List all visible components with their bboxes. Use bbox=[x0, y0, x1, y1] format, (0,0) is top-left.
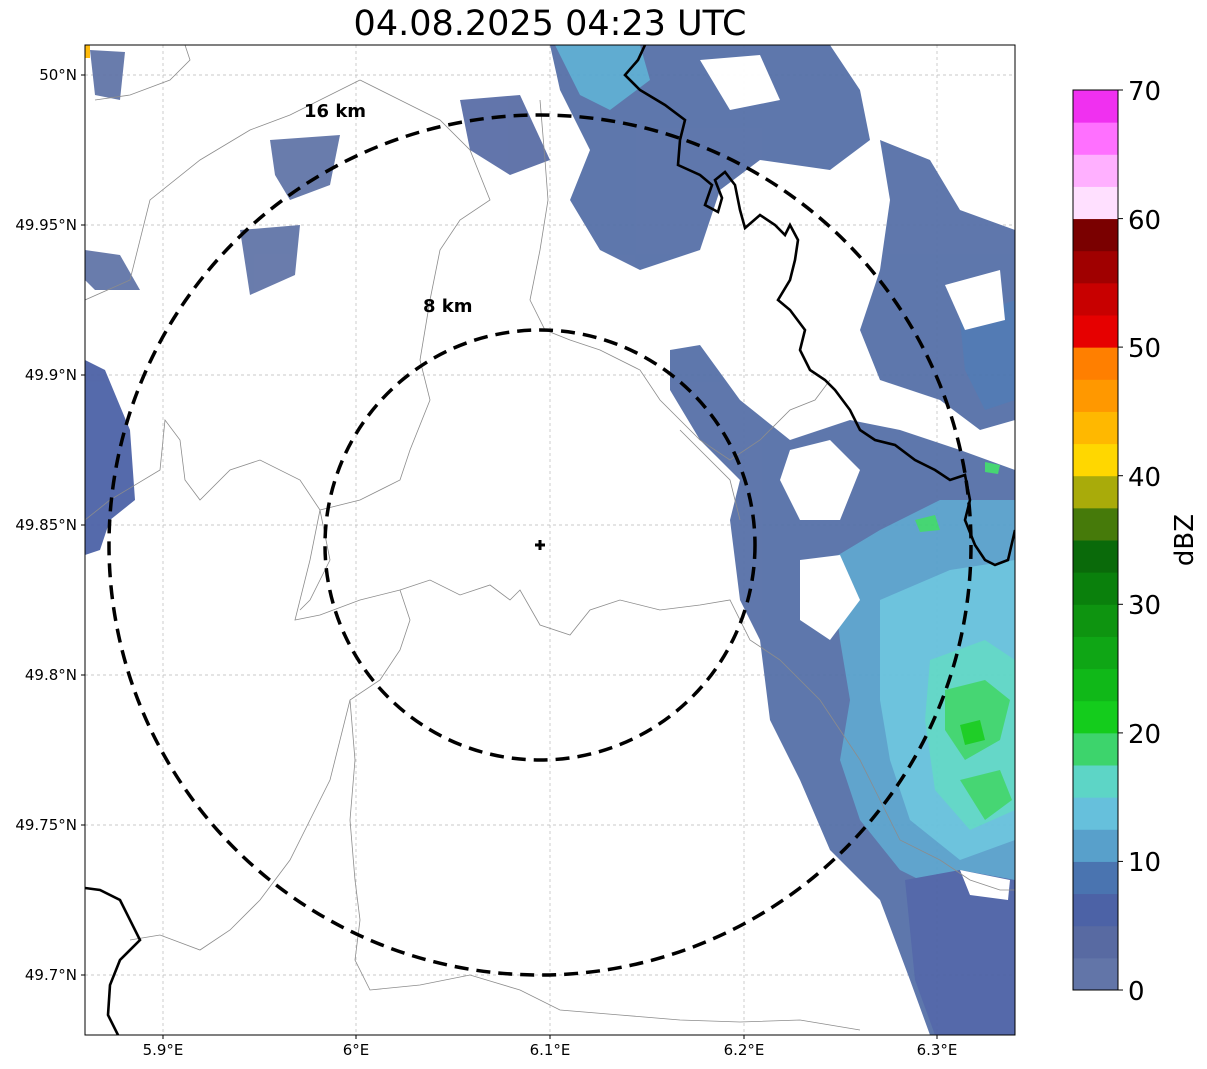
echo-cell-east-peak-1 bbox=[945, 680, 1010, 760]
radar-site-marker bbox=[535, 540, 545, 550]
colorbar-swatch bbox=[1073, 572, 1118, 605]
range-ring-8km bbox=[323, 328, 757, 762]
x-tick-label: 6°E bbox=[343, 1041, 370, 1059]
echo-cell-north-light bbox=[555, 45, 650, 110]
colorbar-swatch bbox=[1073, 700, 1118, 734]
x-tick-label: 6.2°E bbox=[724, 1041, 765, 1059]
reflectivity-echoes bbox=[85, 45, 1015, 1035]
admin-boundaries bbox=[85, 45, 1015, 1031]
echo-gap-1 bbox=[780, 440, 860, 520]
x-tick-label: 6.1°E bbox=[530, 1041, 571, 1059]
colorbar-swatch bbox=[1073, 315, 1118, 348]
colorbar-tick-label: 40 bbox=[1128, 463, 1161, 493]
echo-cell-orange-dot bbox=[85, 45, 90, 58]
colorbar: 0 10 20 30 40 50 60 70 dBZ bbox=[1072, 77, 1200, 1007]
ring-label-8km: 8 km bbox=[423, 296, 473, 317]
colorbar-swatch bbox=[1073, 379, 1118, 412]
colorbar-swatch bbox=[1073, 122, 1118, 155]
national-border bbox=[85, 45, 1015, 1035]
colorbar-tick-label: 70 bbox=[1128, 77, 1161, 107]
colorbar-swatch bbox=[1073, 829, 1118, 862]
colorbar-swatch bbox=[1073, 957, 1118, 991]
ring-label-16km: 16 km bbox=[304, 101, 366, 122]
colorbar-swatch bbox=[1073, 797, 1118, 830]
colorbar-swatch bbox=[1073, 732, 1118, 766]
colorbar-swatch bbox=[1073, 861, 1118, 895]
colorbar-label: dBZ bbox=[1170, 514, 1200, 566]
x-axis: 5.9°E 6°E 6.1°E 6.2°E 6.3°E bbox=[143, 1035, 958, 1059]
echo-cell-northwest-small-2 bbox=[90, 50, 125, 100]
colorbar-swatch bbox=[1073, 507, 1118, 541]
echo-cell-north-main bbox=[550, 45, 870, 270]
echo-cell-northwest bbox=[270, 135, 340, 200]
colorbar-swatch bbox=[1073, 925, 1118, 959]
colorbar-swatch bbox=[1073, 668, 1118, 702]
colorbar-swatch bbox=[1073, 893, 1118, 927]
colorbar-swatch bbox=[1073, 186, 1118, 220]
echo-cell-west-edge-2 bbox=[85, 360, 135, 555]
y-tick-label: 50°N bbox=[39, 66, 77, 84]
x-tick-label: 5.9°E bbox=[143, 1041, 184, 1059]
colorbar-swatch bbox=[1073, 154, 1118, 187]
range-rings bbox=[107, 113, 973, 977]
echo-cell-east-peak-5 bbox=[985, 462, 1000, 474]
colorbar-swatch bbox=[1073, 250, 1118, 284]
y-tick-label: 49.7°N bbox=[25, 966, 77, 984]
colorbar-tick-label: 50 bbox=[1128, 334, 1161, 364]
range-ring-16km bbox=[107, 113, 973, 977]
colorbar-swatch bbox=[1073, 540, 1118, 573]
y-tick-label: 49.95°N bbox=[15, 216, 77, 234]
colorbar-tick-label: 30 bbox=[1128, 591, 1161, 621]
colorbar-swatch bbox=[1073, 604, 1118, 637]
echo-cell-west-edge-1 bbox=[85, 250, 140, 290]
y-tick-label: 49.8°N bbox=[25, 666, 77, 684]
colorbar-swatch bbox=[1073, 90, 1118, 123]
colorbar-tick-label: 0 bbox=[1128, 977, 1145, 1007]
colorbar-swatch bbox=[1073, 411, 1118, 445]
y-tick-label: 49.75°N bbox=[15, 816, 77, 834]
colorbar-frame bbox=[1072, 89, 1119, 991]
y-tick-label: 49.9°N bbox=[25, 366, 77, 384]
colorbar-tick-label: 10 bbox=[1128, 848, 1161, 878]
colorbar-swatch bbox=[1073, 475, 1118, 509]
map-plot-area: 16 km 8 km bbox=[84, 44, 1016, 1036]
y-axis: 50°N 49.95°N 49.9°N 49.85°N 49.8°N 49.75… bbox=[15, 66, 85, 984]
colorbar-tick-label: 20 bbox=[1128, 720, 1161, 750]
echo-gap-4 bbox=[700, 55, 780, 110]
echo-cell-east-peak-3 bbox=[960, 720, 985, 745]
colorbar-swatch bbox=[1073, 443, 1118, 477]
echo-cell-east-peak-2 bbox=[960, 770, 1012, 820]
colorbar-swatch bbox=[1073, 282, 1118, 316]
echo-gap-2 bbox=[800, 555, 860, 640]
colorbar-swatch bbox=[1073, 218, 1118, 252]
colorbar-swatch bbox=[1073, 636, 1118, 670]
x-tick-label: 6.3°E bbox=[917, 1041, 958, 1059]
y-tick-label: 49.85°N bbox=[15, 516, 77, 534]
echo-cell-east-peak-4 bbox=[915, 515, 940, 532]
echo-cell-southeast bbox=[905, 870, 1015, 1035]
colorbar-swatches bbox=[1073, 90, 1118, 991]
colorbar-tick-label: 60 bbox=[1128, 206, 1161, 236]
echo-cell-northwest-small-1 bbox=[240, 225, 300, 295]
map-title: 04.08.2025 04:23 UTC bbox=[353, 4, 747, 44]
echo-gap-3 bbox=[945, 270, 1005, 330]
colorbar-swatch bbox=[1073, 347, 1118, 380]
colorbar-swatch bbox=[1073, 765, 1118, 798]
